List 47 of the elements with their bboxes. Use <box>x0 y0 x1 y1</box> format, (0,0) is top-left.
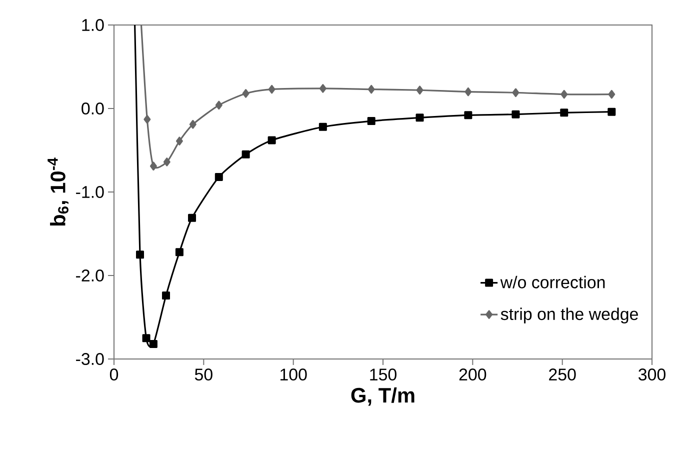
point <box>215 100 222 110</box>
point <box>214 172 223 181</box>
point <box>268 84 276 94</box>
y-tick-label: -1.0 <box>76 186 104 198</box>
point <box>268 136 276 144</box>
point <box>512 110 520 118</box>
point <box>464 87 472 96</box>
point <box>608 90 616 99</box>
x-tick-label: 0 <box>110 368 118 381</box>
x-tick-label: 300 <box>638 368 666 381</box>
legend-label: w/o correction <box>500 276 605 288</box>
x-axis-title: G, T/m <box>351 387 414 406</box>
x-tick-label: 50 <box>194 368 212 381</box>
x-tick-label: 150 <box>370 368 396 381</box>
y-tick-label: 1.0 <box>82 19 104 31</box>
point <box>608 108 616 116</box>
point <box>188 214 196 222</box>
x-tick-label: 200 <box>459 368 486 381</box>
legend-label: strip on the wedge <box>500 308 638 324</box>
y-tick-label: 0.0 <box>82 102 104 114</box>
point <box>189 120 196 129</box>
point <box>242 150 250 158</box>
point <box>163 158 170 166</box>
point <box>318 122 327 131</box>
point <box>162 292 170 300</box>
point <box>416 114 424 122</box>
point <box>175 248 184 256</box>
point <box>319 84 326 93</box>
point <box>242 89 250 98</box>
point <box>416 86 424 95</box>
x-tick-label: 100 <box>280 368 307 381</box>
point <box>149 340 158 348</box>
point <box>144 114 151 124</box>
point <box>367 117 376 126</box>
point <box>368 84 375 94</box>
point <box>142 334 150 342</box>
x-tick-label: 250 <box>549 368 576 381</box>
point <box>176 136 183 146</box>
text: b$_{6}$, 10$^{-4}$ <box>48 158 68 226</box>
point <box>560 90 568 99</box>
point <box>464 111 472 120</box>
y-tick-label: -3.0 <box>76 353 104 365</box>
y-tick-label: -2.0 <box>76 270 104 282</box>
point <box>150 162 157 171</box>
point <box>136 250 144 259</box>
point <box>512 88 520 98</box>
point <box>560 108 568 117</box>
